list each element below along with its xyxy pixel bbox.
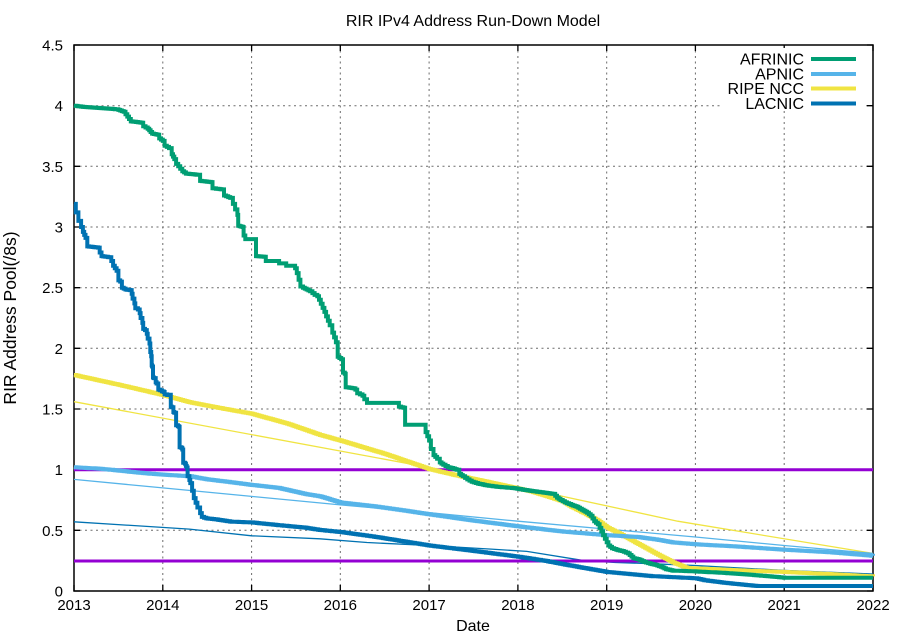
svg-text:2013: 2013 [57,597,90,614]
svg-text:1.5: 1.5 [42,402,63,419]
svg-text:APNIC: APNIC [755,67,804,84]
svg-text:4.5: 4.5 [42,38,63,55]
svg-text:2019: 2019 [590,597,623,614]
svg-text:2020: 2020 [679,597,712,614]
svg-text:3.5: 3.5 [42,159,63,176]
svg-text:2015: 2015 [235,597,268,614]
svg-text:2016: 2016 [324,597,357,614]
svg-text:2018: 2018 [501,597,534,614]
svg-text:2021: 2021 [768,597,801,614]
svg-text:2017: 2017 [412,597,445,614]
svg-text:Date: Date [456,618,490,635]
svg-text:RIR IPv4 Address Run-Down Mode: RIR IPv4 Address Run-Down Model [346,13,600,30]
svg-text:AFRINIC: AFRINIC [740,52,804,69]
svg-text:RIPE NCC: RIPE NCC [728,81,804,98]
svg-text:1: 1 [55,462,63,479]
svg-text:0.5: 0.5 [42,523,63,540]
svg-text:2022: 2022 [856,597,889,614]
svg-text:LACNIC: LACNIC [745,96,804,113]
svg-text:2014: 2014 [146,597,179,614]
svg-text:2: 2 [55,341,63,358]
svg-text:4: 4 [55,98,63,115]
svg-text:2.5: 2.5 [42,280,63,297]
svg-text:RIR Address Pool(/8s): RIR Address Pool(/8s) [0,231,20,404]
svg-text:3: 3 [55,220,63,237]
svg-text:0: 0 [55,584,63,601]
